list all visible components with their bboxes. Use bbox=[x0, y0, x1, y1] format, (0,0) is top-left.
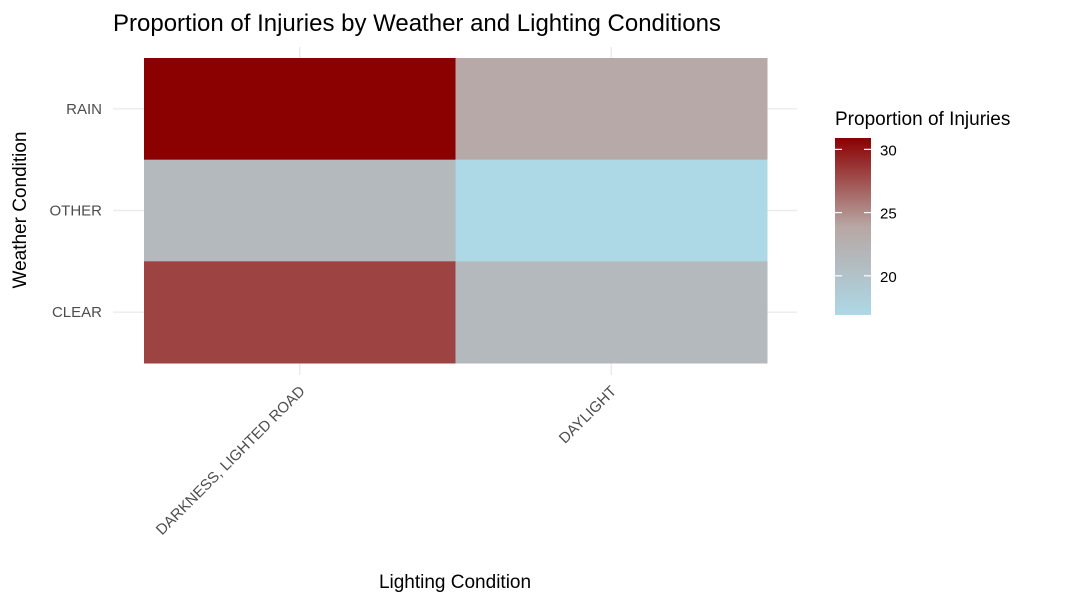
legend-tick-label: 20 bbox=[880, 269, 897, 286]
legend-tick-label: 30 bbox=[880, 142, 897, 159]
legend-tick-label: 25 bbox=[880, 206, 897, 223]
legend: Proportion of Injuries 20 25 30 bbox=[835, 109, 1010, 315]
y-axis-title: Weather Condition bbox=[10, 131, 31, 288]
y-tick-label: RAIN bbox=[66, 101, 102, 118]
heatmap-tile bbox=[455, 159, 768, 262]
chart-title: Proportion of Injuries by Weather and Li… bbox=[113, 10, 721, 37]
heatmap-tile bbox=[144, 58, 456, 161]
legend-color-bar bbox=[835, 138, 871, 315]
legend-ticks: 20 25 30 bbox=[835, 142, 897, 286]
y-axis-ticks: CLEAR OTHER RAIN bbox=[50, 101, 103, 321]
heatmap-tile bbox=[455, 58, 768, 161]
heatmap-tiles bbox=[144, 58, 768, 364]
heatmap-tile bbox=[144, 261, 456, 364]
x-tick-label: DAYLIGHT bbox=[556, 383, 620, 447]
x-tick-label: DARKNESS, LIGHTED ROAD bbox=[153, 383, 309, 539]
heatmap-tile bbox=[455, 261, 768, 364]
x-axis-title: Lighting Condition bbox=[379, 572, 531, 593]
y-tick-label: CLEAR bbox=[52, 304, 102, 321]
legend-title: Proportion of Injuries bbox=[835, 109, 1010, 130]
heatmap-tile bbox=[144, 159, 456, 262]
y-tick-label: OTHER bbox=[50, 203, 103, 220]
x-axis-ticks: DARKNESS, LIGHTED ROAD DAYLIGHT bbox=[153, 383, 620, 539]
